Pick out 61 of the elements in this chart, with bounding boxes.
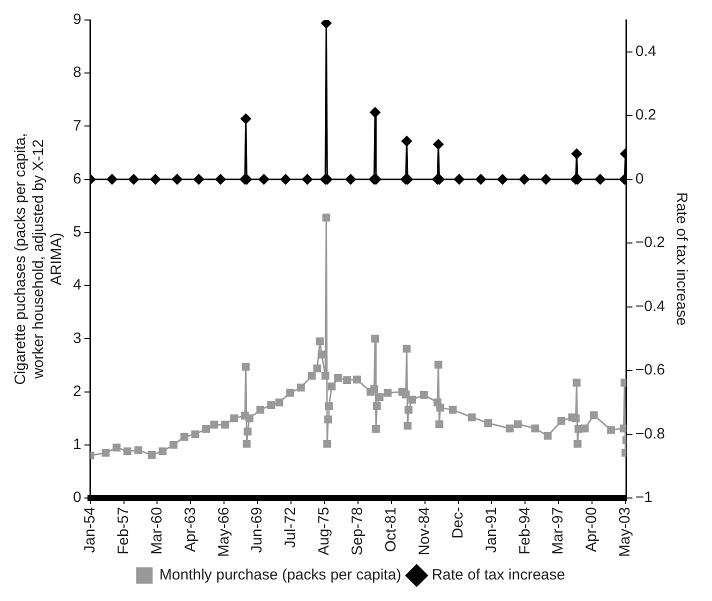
y2-tick-label: −0.8 (635, 425, 666, 442)
point (172, 174, 182, 185)
point (476, 174, 486, 185)
x-tick-label: May-66 (215, 506, 232, 558)
y-tick-label: 3 (73, 330, 82, 347)
y2-tick-label: 0.4 (635, 43, 656, 60)
point (150, 174, 161, 185)
x-tick-label: Jan-54 (81, 506, 98, 553)
y2-tick-label: 0.2 (635, 106, 656, 124)
x-tick-label: Nov-84 (416, 506, 433, 556)
point (345, 174, 356, 185)
x-tick-label: Mar-60 (148, 506, 166, 554)
y-tick-label: 0 (73, 489, 82, 506)
point (370, 107, 380, 118)
y2-tick-label: −0.2 (635, 234, 666, 252)
x-tick-label: Feb-94 (516, 506, 534, 555)
x-tick-label: Jul-72 (282, 506, 300, 548)
legend-label: Rate of tax increase (432, 566, 566, 584)
y-axis-title: Cigarette puchases (packs per capita, worker household, adjusted by X-12 ARIMA) (12, 133, 66, 385)
point (433, 139, 444, 150)
point (518, 174, 530, 185)
y-tick-label: 4 (73, 276, 82, 294)
point (240, 114, 252, 124)
point (497, 174, 508, 185)
y-tick-label: 6 (73, 170, 82, 188)
point (302, 174, 313, 185)
point (258, 174, 270, 185)
y-tick-label: 9 (73, 11, 82, 28)
point (321, 20, 332, 28)
point (571, 148, 582, 160)
point (128, 174, 139, 185)
point (280, 174, 291, 185)
x-tick-label: Jan-91 (482, 506, 500, 553)
y-tick-label: 5 (73, 224, 82, 241)
x-tick-label: Feb-57 (114, 506, 132, 555)
x-tick-label: May-03 (616, 506, 634, 558)
y2-tick-label: −0.6 (635, 362, 666, 379)
point (401, 136, 412, 146)
x-tick-label: Sep-78 (349, 506, 366, 556)
x-tick-label: Apr-00 (583, 506, 600, 552)
point (454, 174, 464, 185)
point (540, 174, 552, 185)
y-tick-label: 7 (73, 117, 82, 134)
point (215, 174, 226, 185)
x-tick-label: Apr-63 (182, 506, 199, 552)
y-tick-label: 8 (73, 64, 82, 82)
y2-tick-label: 0 (635, 170, 644, 188)
y2-axis-title: Rate of tax increase (672, 192, 690, 326)
x-tick-label: Dec- (449, 506, 466, 539)
point (106, 174, 118, 185)
y-tick-label: 2 (73, 382, 82, 400)
y2-tick-label: −0.4 (635, 298, 666, 315)
x-tick-label: Mar-97 (550, 506, 567, 554)
y2-tick-label: −1 (635, 489, 652, 506)
x-tick-label: Oct-81 (382, 506, 400, 552)
point (594, 174, 606, 185)
legend-label: Monthly purchase (packs per capita) (159, 566, 402, 584)
x-tick-label: Jun-69 (248, 506, 266, 553)
x-tick-label: Aug-75 (316, 506, 333, 556)
y-tick-label: 1 (73, 436, 82, 454)
point (194, 174, 204, 185)
